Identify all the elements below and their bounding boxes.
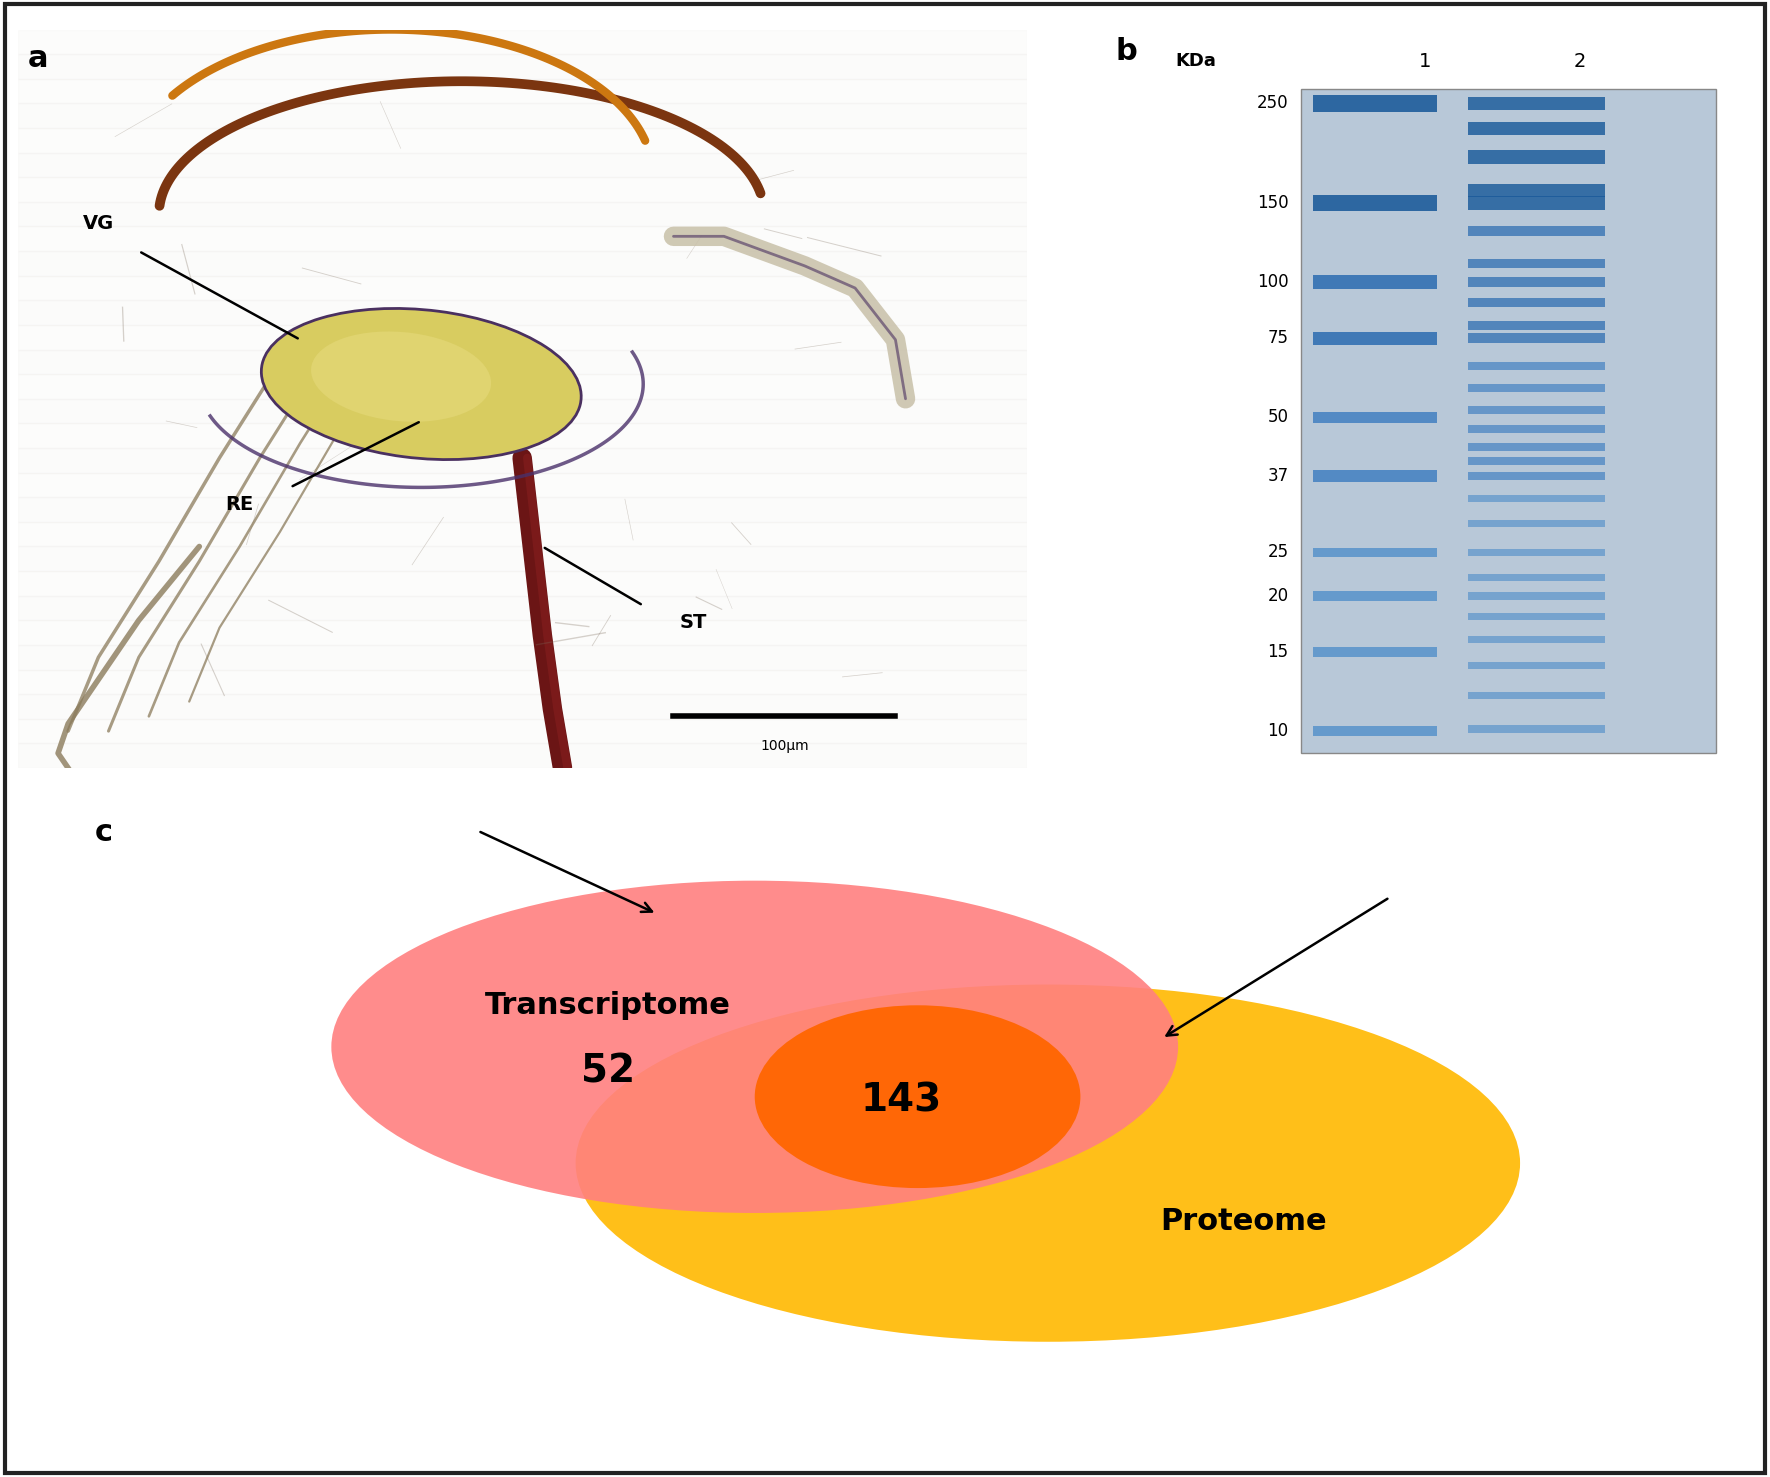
Bar [1313,195,1437,211]
Bar [18,694,1027,719]
Text: 20: 20 [1267,586,1289,606]
Bar [18,743,1027,768]
Bar [1469,121,1604,134]
Bar [18,473,1027,498]
Bar [18,669,1027,694]
Bar [18,498,1027,521]
Text: Transcriptome: Transcriptome [485,991,731,1019]
Bar [1469,635,1604,642]
Bar [18,251,1027,276]
Bar [1469,183,1604,196]
Bar [1469,151,1604,164]
Text: 10: 10 [1267,722,1289,740]
Bar [18,152,1027,177]
Bar [18,128,1027,152]
Bar [18,448,1027,473]
Bar [18,521,1027,546]
Text: a: a [28,44,48,74]
Text: ST: ST [680,613,708,632]
Ellipse shape [312,331,490,422]
Ellipse shape [262,309,581,459]
Bar [1313,727,1437,736]
Bar [18,645,1027,669]
Bar [1469,96,1604,111]
Text: RE: RE [225,495,253,514]
Bar [1469,613,1604,620]
Bar [1301,89,1715,753]
Text: 52: 52 [581,1053,635,1090]
Bar [18,226,1027,251]
Bar [1313,647,1437,657]
Text: 250: 250 [1257,95,1289,112]
Bar [18,202,1027,226]
Text: c: c [96,818,113,848]
Bar [18,424,1027,448]
Ellipse shape [331,880,1179,1213]
Text: 25: 25 [1267,544,1289,561]
Bar [18,103,1027,128]
Bar [18,177,1027,202]
Bar [1469,473,1604,480]
Bar [1469,384,1604,393]
Bar [18,374,1027,399]
Bar [1469,662,1604,669]
Ellipse shape [575,985,1520,1341]
Bar [1469,456,1604,465]
Bar [18,325,1027,350]
Text: b: b [1115,37,1136,66]
Text: KDa: KDa [1175,52,1216,69]
Bar [18,399,1027,424]
Bar [1469,425,1604,433]
Text: 15: 15 [1267,642,1289,662]
Bar [1469,520,1604,527]
Bar [18,30,1027,55]
Bar [1469,592,1604,600]
Text: 1: 1 [1420,52,1430,71]
Bar [18,546,1027,572]
Bar [1469,362,1604,371]
Bar [1469,495,1604,502]
Bar [18,300,1027,325]
Bar [1469,278,1604,287]
Bar [1469,406,1604,414]
Ellipse shape [754,1006,1080,1188]
Text: 100: 100 [1257,273,1289,291]
Bar [1469,258,1604,269]
Text: Proteome: Proteome [1159,1207,1326,1236]
Text: 37: 37 [1267,467,1289,484]
Bar [1313,591,1437,601]
Bar [18,620,1027,645]
Bar [1469,321,1604,331]
Text: 75: 75 [1267,329,1289,347]
Text: 150: 150 [1257,193,1289,213]
Bar [1313,95,1437,112]
Bar [1469,725,1604,733]
Text: VG: VG [83,214,113,233]
Bar [18,350,1027,374]
Bar [18,719,1027,743]
Bar [1313,275,1437,288]
Bar [1469,298,1604,307]
Bar [1469,573,1604,580]
Bar [1469,226,1604,236]
Bar [18,572,1027,595]
Bar [1313,471,1437,482]
Text: 100μm: 100μm [759,738,809,752]
Bar [18,55,1027,78]
Text: 2: 2 [1574,52,1586,71]
Bar [1469,549,1604,557]
Bar [1313,412,1437,422]
Bar [1313,331,1437,344]
Text: 143: 143 [860,1081,942,1120]
Bar [18,595,1027,620]
Bar [18,78,1027,103]
Bar [1469,691,1604,699]
Bar [1313,548,1437,557]
Bar [1469,196,1604,210]
Bar [18,276,1027,300]
Text: 50: 50 [1267,408,1289,427]
Bar [1469,334,1604,343]
Bar [1469,443,1604,450]
